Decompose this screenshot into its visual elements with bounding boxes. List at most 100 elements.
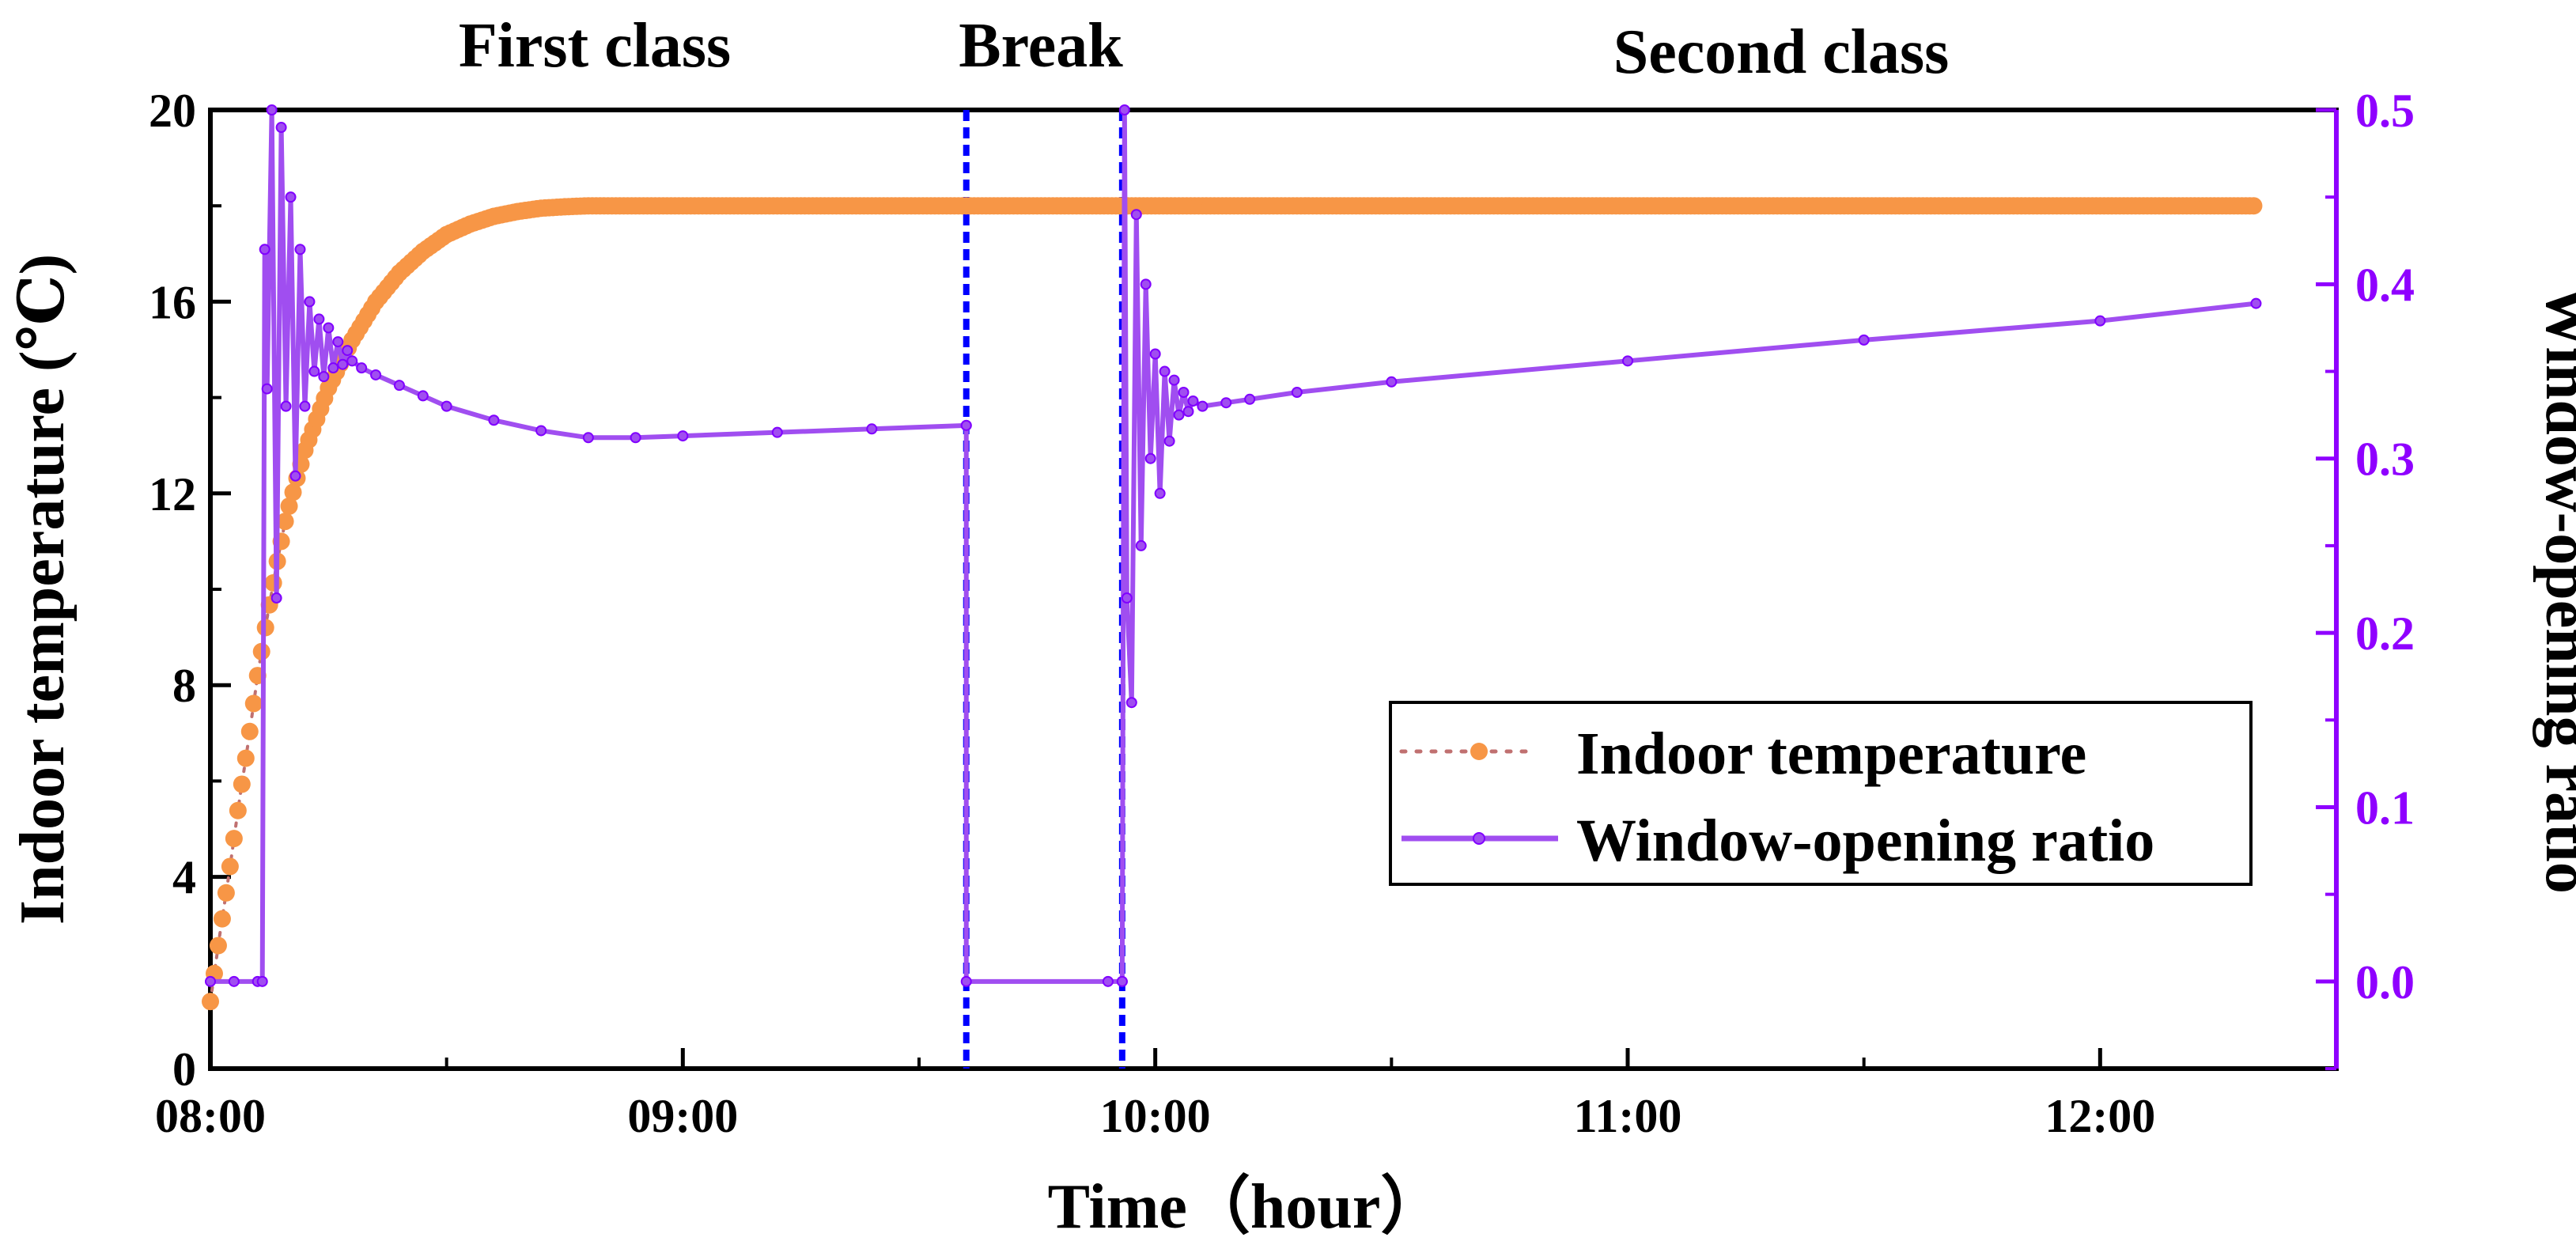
ratio-point <box>582 432 594 444</box>
temperature-point <box>209 937 227 955</box>
temperature-point <box>264 573 282 592</box>
legend: Indoor temperature Window-opening ratio <box>1389 701 2253 886</box>
ratio-point <box>1140 278 1152 290</box>
temperature-point <box>225 830 243 848</box>
temperature-point <box>240 722 259 740</box>
ratio-point <box>1244 393 1256 405</box>
ratio-point <box>488 414 500 426</box>
axis-ticks-group: 08:00 09:00 10:00 11:00 12:00 0 4 8 12 16 20 0.0 0.1… <box>149 85 2415 1142</box>
ratio-point <box>1102 975 1114 987</box>
ratio-point <box>266 104 278 115</box>
x-axis-title: Time（hour） <box>1048 1172 1444 1242</box>
ratio-point <box>346 355 358 367</box>
temperature-point <box>236 749 255 767</box>
temperature-point <box>284 483 302 501</box>
ratio-point <box>356 362 368 374</box>
temperature-point <box>276 513 294 531</box>
ratio-point <box>259 244 270 255</box>
ratio-point <box>441 400 452 412</box>
ratio-line <box>1119 108 2256 982</box>
ratio-point <box>1159 365 1171 377</box>
y-right-tick-label: 0.1 <box>2355 781 2415 834</box>
ratio-point <box>1178 386 1190 398</box>
ratio-point <box>1220 397 1232 409</box>
ratio-point <box>960 975 972 987</box>
ratio-point <box>332 336 344 348</box>
ratio-point <box>1163 435 1175 447</box>
ratio-point <box>2250 297 2262 309</box>
ratio-point <box>1144 452 1156 464</box>
ratio-point <box>1135 539 1147 551</box>
break-markers-group <box>963 110 1125 1069</box>
ratio-point <box>1154 487 1166 499</box>
x-tick-label: 09:00 <box>627 1090 738 1142</box>
temperature-point <box>229 801 247 819</box>
plot-frame <box>208 108 2339 1071</box>
temperature-point <box>2245 197 2263 215</box>
temperature-point <box>202 993 219 1011</box>
ratio-point <box>289 470 301 482</box>
x-tick-label: 12:00 <box>2045 1090 2155 1142</box>
ratio-point <box>299 400 311 412</box>
ratio-point <box>2094 315 2106 327</box>
ratio-line <box>210 108 966 984</box>
y-left-tick-label: 4 <box>172 852 196 904</box>
y-right-tick-label: 0.4 <box>2355 259 2415 311</box>
x-tick-label: 08:00 <box>155 1090 266 1142</box>
ratio-point <box>1149 348 1161 360</box>
ratio-point <box>1386 376 1398 388</box>
ratio-point <box>1197 400 1209 412</box>
ratio-point <box>677 430 689 442</box>
ratio-point <box>308 365 320 377</box>
x-tick-label: 11:00 <box>1574 1090 1682 1142</box>
ratio-point <box>205 975 216 987</box>
section-label-break: Break <box>959 11 1123 81</box>
y-left-tick-label: 0 <box>172 1043 196 1096</box>
ratio-point <box>261 383 273 395</box>
ratio-point <box>630 432 641 444</box>
ratio-point <box>318 371 330 383</box>
ratio-point <box>323 322 335 334</box>
temperature-point <box>280 497 298 515</box>
ratio-point <box>285 191 297 203</box>
temperature-point <box>217 884 235 902</box>
x-tick-label: 10:00 <box>1100 1090 1211 1142</box>
ratio-point <box>393 380 405 392</box>
series-layer <box>202 104 2263 1011</box>
legend-box <box>1389 701 2253 886</box>
ratio-point <box>1622 355 1633 367</box>
ratio-point <box>417 390 429 402</box>
y-right-tick-label: 0.3 <box>2355 433 2415 486</box>
temperature-point <box>221 857 239 876</box>
ratio-point <box>327 362 339 374</box>
legend-ratio-label: Window-opening ratio <box>1576 808 2154 874</box>
y-right-tick-label: 0.5 <box>2355 85 2415 137</box>
ratio-point <box>337 358 349 370</box>
ratio-point <box>960 419 972 431</box>
ratio-point <box>1291 386 1303 398</box>
ratio-point <box>1116 975 1128 987</box>
ratio-line <box>963 425 1122 984</box>
ratio-point <box>1858 334 1870 346</box>
y-right-tick-label: 0.0 <box>2355 956 2415 1008</box>
ratio-point <box>1125 697 1137 709</box>
ratio-point <box>256 975 268 987</box>
y-left-tick-label: 12 <box>149 468 196 520</box>
legend-temperature-label: Indoor temperature <box>1576 721 2086 787</box>
ratio-point <box>771 426 783 438</box>
ratio-point <box>1118 104 1130 115</box>
ratio-point <box>1187 395 1199 407</box>
temperature-point <box>213 910 231 928</box>
section-label-first-class: First class <box>459 11 731 81</box>
right-axis-title: Window-opening ratio <box>2532 285 2576 894</box>
ratio-point <box>275 122 287 134</box>
ratio-point <box>270 592 282 604</box>
ratio-point <box>1182 406 1194 418</box>
temperature-point <box>244 694 263 713</box>
ratio-point <box>370 369 382 380</box>
ratio-point <box>1168 374 1180 386</box>
legend-temperature-marker <box>1470 743 1488 760</box>
temperature-point <box>233 775 251 793</box>
y-left-tick-label: 8 <box>172 660 196 712</box>
